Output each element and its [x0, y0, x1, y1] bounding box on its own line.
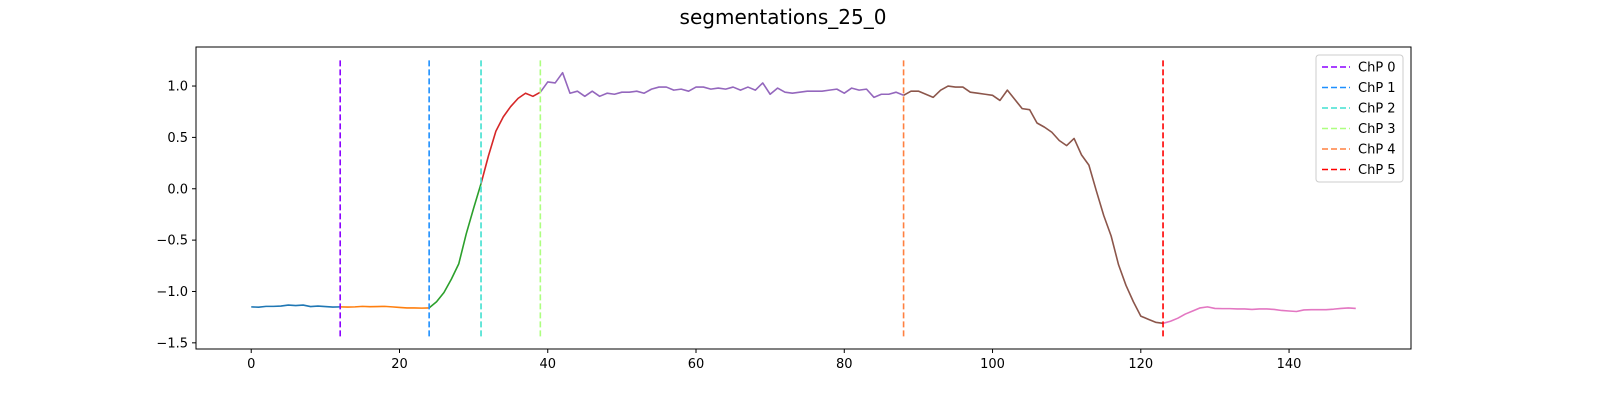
- x-tick-label-7: 140: [1277, 357, 1302, 372]
- x-tick-label-1: 20: [391, 357, 408, 372]
- x-tick-label-4: 80: [836, 357, 853, 372]
- y-tick-label-0: −1.5: [156, 336, 188, 351]
- legend: ChP 0 ChP 1 ChP 2 ChP 3 ChP 4 ChP 5: [1315, 54, 1404, 183]
- legend-label-2: ChP 2: [1358, 102, 1396, 117]
- legend-label-0: ChP 0: [1358, 61, 1396, 76]
- chart-title: segmentations_25_0: [680, 5, 887, 29]
- series-3-line: [480, 91, 541, 184]
- series-5-line: [903, 85, 1164, 325]
- y-tick-label-2: −0.5: [156, 234, 188, 249]
- x-tick-label-0: 0: [247, 357, 255, 372]
- y-tick-label-4: 0.5: [167, 131, 188, 146]
- series-1-line: [340, 305, 430, 309]
- series-2-line: [428, 183, 482, 309]
- plot-area: [251, 60, 1356, 338]
- y-tick-label-3: 0.0: [167, 182, 188, 197]
- y-tick-label-5: 1.0: [167, 80, 188, 95]
- x-tick-label-3: 60: [688, 357, 705, 372]
- y-tick-label-1: −1.0: [156, 285, 188, 300]
- legend-label-3: ChP 3: [1358, 122, 1396, 137]
- legend-label-1: ChP 1: [1358, 81, 1396, 96]
- x-tick-label-6: 120: [1128, 357, 1153, 372]
- x-tick-label-5: 100: [980, 357, 1005, 372]
- legend-label-5: ChP 5: [1358, 163, 1396, 178]
- x-tick-label-2: 40: [539, 357, 556, 372]
- axes-frame: [195, 46, 1412, 350]
- series-4-line: [539, 71, 904, 99]
- series-0-line: [251, 304, 341, 308]
- axes: 0 20 40 60 80 100 120 140 −1.5 −1.0 −0.5 0.0 0.5 1.0: [156, 46, 1412, 372]
- legend-box: [1315, 54, 1404, 183]
- series-6-line: [1162, 306, 1356, 325]
- legend-label-4: ChP 4: [1358, 143, 1396, 158]
